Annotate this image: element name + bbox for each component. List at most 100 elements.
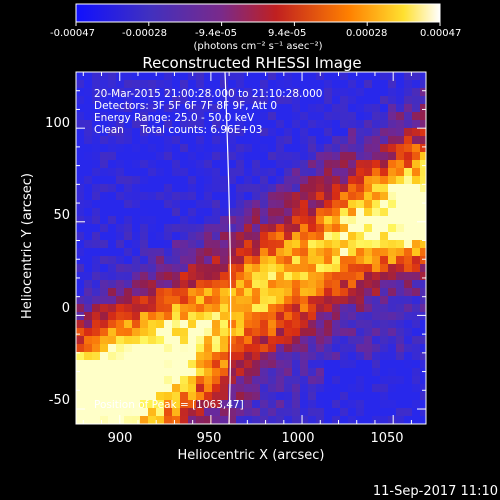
heatmap-cell	[380, 256, 389, 265]
heatmap-cell	[100, 208, 109, 217]
heatmap-cell	[76, 296, 85, 305]
heatmap-cell	[100, 72, 109, 81]
heatmap-cell	[316, 240, 325, 249]
heatmap-cell	[388, 304, 397, 313]
heatmap-cell	[92, 136, 101, 145]
heatmap-cell	[188, 232, 197, 241]
heatmap-cell	[108, 264, 117, 273]
heatmap-cell	[372, 264, 381, 273]
heatmap-cell	[340, 160, 349, 169]
heatmap-cell	[180, 352, 189, 361]
heatmap-cell	[76, 192, 85, 201]
heatmap-cell	[252, 368, 261, 377]
heatmap-cell	[188, 312, 197, 321]
heatmap-cell	[356, 88, 365, 97]
heatmap-cell	[380, 72, 389, 81]
heatmap-cell	[292, 392, 301, 401]
heatmap-cell	[172, 368, 181, 377]
heatmap-cell	[396, 112, 405, 121]
heatmap-cell	[132, 192, 141, 201]
heatmap-cell	[84, 224, 93, 233]
heatmap-cell	[372, 160, 381, 169]
heatmap-cell	[188, 360, 197, 369]
heatmap-cell	[76, 408, 85, 417]
heatmap-cell	[228, 376, 237, 385]
heatmap-cell	[140, 216, 149, 225]
heatmap-cell	[420, 400, 426, 409]
heatmap-cell	[116, 152, 125, 161]
heatmap-cell	[372, 400, 381, 409]
heatmap-cell	[196, 344, 205, 353]
heatmap-cell	[228, 168, 237, 177]
heatmap-cell	[100, 304, 109, 313]
heatmap-cell	[164, 352, 173, 361]
heatmap-cell	[316, 224, 325, 233]
heatmap-cell	[132, 336, 141, 345]
heatmap-cell	[260, 112, 269, 121]
heatmap-cell	[396, 304, 405, 313]
heatmap-cell	[132, 160, 141, 169]
heatmap-cell	[100, 344, 109, 353]
heatmap-cell	[156, 176, 165, 185]
heatmap-cell	[292, 192, 301, 201]
heatmap-cell	[364, 280, 373, 289]
heatmap-cell	[356, 192, 365, 201]
heatmap-cell	[308, 304, 317, 313]
heatmap-cell	[404, 400, 413, 409]
heatmap-cell	[228, 136, 237, 145]
heatmap-cell	[204, 104, 213, 113]
chart-title: Reconstructed RHESSI Image	[142, 54, 361, 72]
heatmap-cell	[268, 296, 277, 305]
heatmap-cell	[196, 128, 205, 137]
heatmap-cell	[140, 152, 149, 161]
heatmap-cell	[84, 240, 93, 249]
heatmap-cell	[292, 176, 301, 185]
heatmap-cell	[140, 144, 149, 153]
heatmap-cell	[196, 264, 205, 273]
heatmap-cell	[196, 408, 205, 417]
heatmap-cell	[284, 144, 293, 153]
heatmap-cell	[196, 176, 205, 185]
heatmap-cell	[260, 144, 269, 153]
heatmap-cell	[84, 152, 93, 161]
heatmap-cell	[188, 328, 197, 337]
heatmap-cell	[364, 176, 373, 185]
heatmap-cell	[340, 72, 349, 81]
heatmap-cell	[252, 216, 261, 225]
heatmap-cell	[404, 288, 413, 297]
heatmap-cell	[244, 184, 253, 193]
heatmap-cell	[92, 360, 101, 369]
heatmap-cell	[404, 416, 413, 424]
heatmap-cell	[348, 96, 357, 105]
heatmap-cell	[412, 128, 421, 137]
heatmap-cell	[372, 248, 381, 257]
heatmap-cell	[332, 320, 341, 329]
heatmap-cell	[244, 368, 253, 377]
heatmap-cell	[132, 408, 141, 417]
heatmap-cell	[308, 224, 317, 233]
heatmap-cell	[412, 400, 421, 409]
heatmap-cell	[260, 224, 269, 233]
heatmap-cell	[324, 160, 333, 169]
heatmap-cell	[76, 168, 85, 177]
heatmap-cell	[404, 80, 413, 89]
heatmap-cell	[180, 296, 189, 305]
heatmap-cell	[196, 248, 205, 257]
heatmap-cell	[396, 176, 405, 185]
heatmap-cell	[276, 320, 285, 329]
heatmap-cell	[284, 336, 293, 345]
heatmap-cell	[364, 392, 373, 401]
heatmap-cell	[276, 72, 285, 81]
heatmap-cell	[364, 304, 373, 313]
heatmap-cell	[236, 288, 245, 297]
heatmap-cell	[284, 344, 293, 353]
heatmap-cell	[244, 384, 253, 393]
heatmap-cell	[364, 352, 373, 361]
heatmap-cell	[148, 312, 157, 321]
heatmap-cell	[420, 336, 426, 345]
heatmap-cell	[228, 328, 237, 337]
heatmap-cell	[380, 392, 389, 401]
heatmap-cell	[140, 368, 149, 377]
heatmap-cell	[180, 360, 189, 369]
heatmap-cell	[284, 224, 293, 233]
